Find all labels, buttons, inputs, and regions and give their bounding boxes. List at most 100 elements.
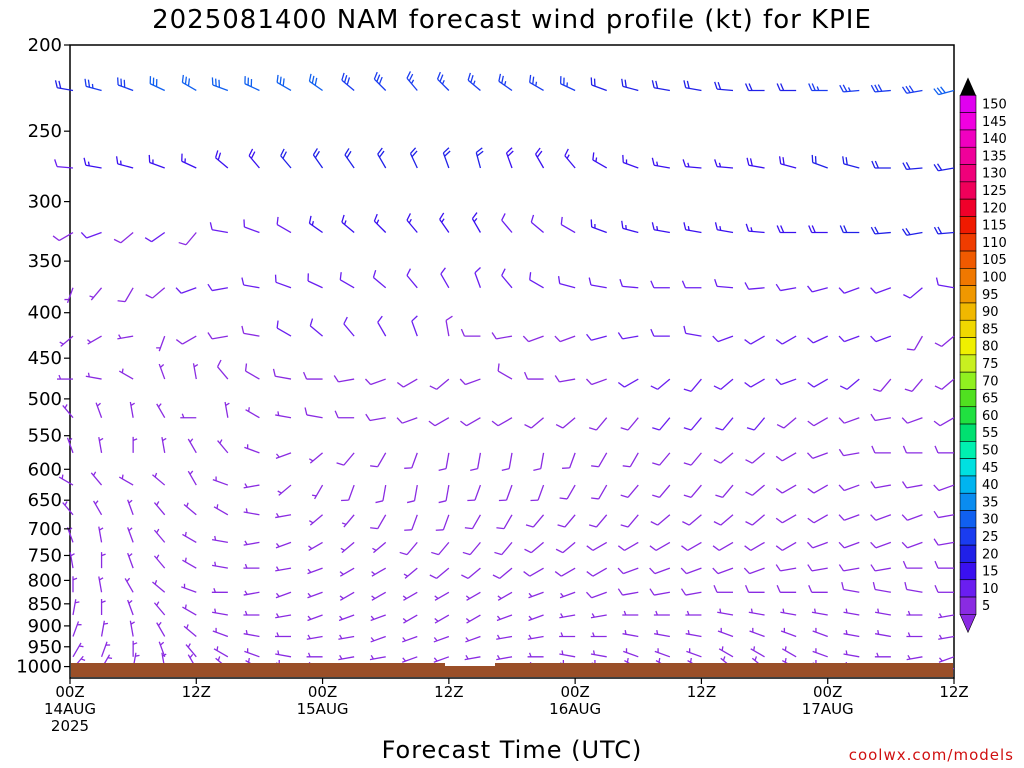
barb-half bbox=[215, 627, 217, 633]
barb-full bbox=[559, 76, 562, 84]
wind-barb bbox=[746, 417, 766, 431]
wind-barb bbox=[370, 452, 387, 468]
barb-staff bbox=[465, 635, 481, 643]
barb-staff bbox=[560, 567, 576, 577]
wind-barb bbox=[682, 159, 702, 169]
barb-half bbox=[130, 402, 135, 406]
barb-full bbox=[775, 545, 783, 551]
wind-barb bbox=[585, 378, 607, 386]
barb-full bbox=[905, 162, 911, 170]
barb-half bbox=[79, 645, 84, 648]
barb-half bbox=[371, 571, 376, 575]
wind-barb bbox=[211, 588, 228, 593]
barb-full bbox=[749, 158, 753, 166]
barb-staff bbox=[275, 591, 292, 599]
barb-full bbox=[523, 571, 531, 577]
barb-staff bbox=[377, 452, 387, 468]
barb-full bbox=[241, 325, 245, 334]
barb-staff bbox=[211, 564, 228, 569]
barb-half bbox=[813, 608, 817, 613]
barb-full bbox=[216, 359, 222, 368]
barb-half bbox=[132, 642, 138, 645]
barb-staff bbox=[213, 648, 229, 658]
barb-full bbox=[438, 500, 447, 504]
barb-half bbox=[308, 458, 314, 462]
wind-barb bbox=[117, 287, 134, 303]
barb-staff bbox=[445, 320, 450, 337]
barb-full bbox=[557, 524, 566, 528]
wind-barb bbox=[680, 567, 702, 575]
barb-staff bbox=[66, 437, 74, 454]
barb-half bbox=[371, 595, 376, 600]
barb-full bbox=[588, 427, 597, 431]
barb-staff bbox=[312, 154, 324, 169]
x-tick-label: 17AUG bbox=[802, 700, 854, 718]
wind-barb bbox=[870, 84, 891, 93]
wind-barb bbox=[156, 335, 166, 352]
barb-staff bbox=[874, 567, 891, 572]
wind-barb bbox=[182, 604, 197, 616]
colorbar-label: 90 bbox=[982, 305, 999, 320]
wind-barb bbox=[372, 270, 387, 289]
wind-barb bbox=[373, 213, 387, 233]
barb-staff bbox=[85, 164, 102, 169]
wind-barb bbox=[617, 588, 639, 596]
barb-half bbox=[907, 632, 911, 637]
barb-staff bbox=[528, 591, 544, 599]
wind-barb bbox=[175, 287, 197, 294]
barb-full bbox=[683, 388, 692, 392]
barb-staff bbox=[118, 476, 134, 486]
barb-half bbox=[722, 656, 726, 661]
wind-barb bbox=[527, 634, 544, 640]
barb-half bbox=[59, 341, 64, 345]
barb-staff bbox=[127, 599, 134, 616]
barb-half bbox=[402, 657, 407, 662]
barb-staff bbox=[622, 633, 639, 638]
barb-staff bbox=[690, 484, 702, 498]
wind-barb bbox=[839, 378, 860, 390]
barb-full bbox=[218, 79, 221, 88]
barb-staff bbox=[844, 335, 860, 343]
wind-barb bbox=[275, 650, 292, 658]
barb-full bbox=[276, 320, 279, 329]
barb-staff bbox=[780, 611, 797, 616]
barb-half bbox=[441, 218, 445, 223]
barb-full bbox=[307, 273, 309, 282]
barb-staff bbox=[496, 335, 513, 340]
barb-half bbox=[655, 610, 658, 616]
colorbar-box bbox=[959, 423, 977, 442]
barb-staff bbox=[382, 484, 387, 501]
barb-full bbox=[683, 494, 692, 498]
wind-barb bbox=[588, 514, 608, 528]
barb-full bbox=[302, 371, 308, 380]
barb-full bbox=[439, 74, 444, 82]
wind-barb bbox=[274, 274, 292, 289]
wind-barb bbox=[243, 483, 260, 489]
barb-staff bbox=[496, 614, 513, 622]
colorbar-label: 85 bbox=[982, 322, 999, 337]
y-tick-label: 500 bbox=[28, 389, 62, 410]
wind-barb bbox=[650, 280, 670, 289]
barb-half bbox=[68, 527, 73, 532]
barb-full bbox=[902, 162, 908, 170]
x-tick-label: 16AUG bbox=[549, 700, 601, 718]
barb-staff bbox=[60, 335, 74, 347]
barb-full bbox=[554, 335, 561, 343]
wind-barb bbox=[652, 484, 671, 498]
barb-half bbox=[815, 648, 817, 653]
wind-barb bbox=[904, 378, 923, 392]
barb-full bbox=[808, 585, 813, 593]
colorbar-box bbox=[959, 250, 977, 269]
barb-half bbox=[92, 471, 97, 476]
barb-full bbox=[52, 235, 60, 242]
wind-barb bbox=[439, 212, 450, 233]
wind-barb bbox=[396, 417, 418, 424]
wind-barb bbox=[496, 514, 513, 530]
barb-half bbox=[496, 634, 501, 639]
barb-staff bbox=[938, 484, 955, 492]
barb-full bbox=[874, 226, 879, 234]
barb-staff bbox=[659, 484, 671, 498]
barb-full bbox=[839, 84, 844, 93]
barb-full bbox=[714, 81, 718, 90]
